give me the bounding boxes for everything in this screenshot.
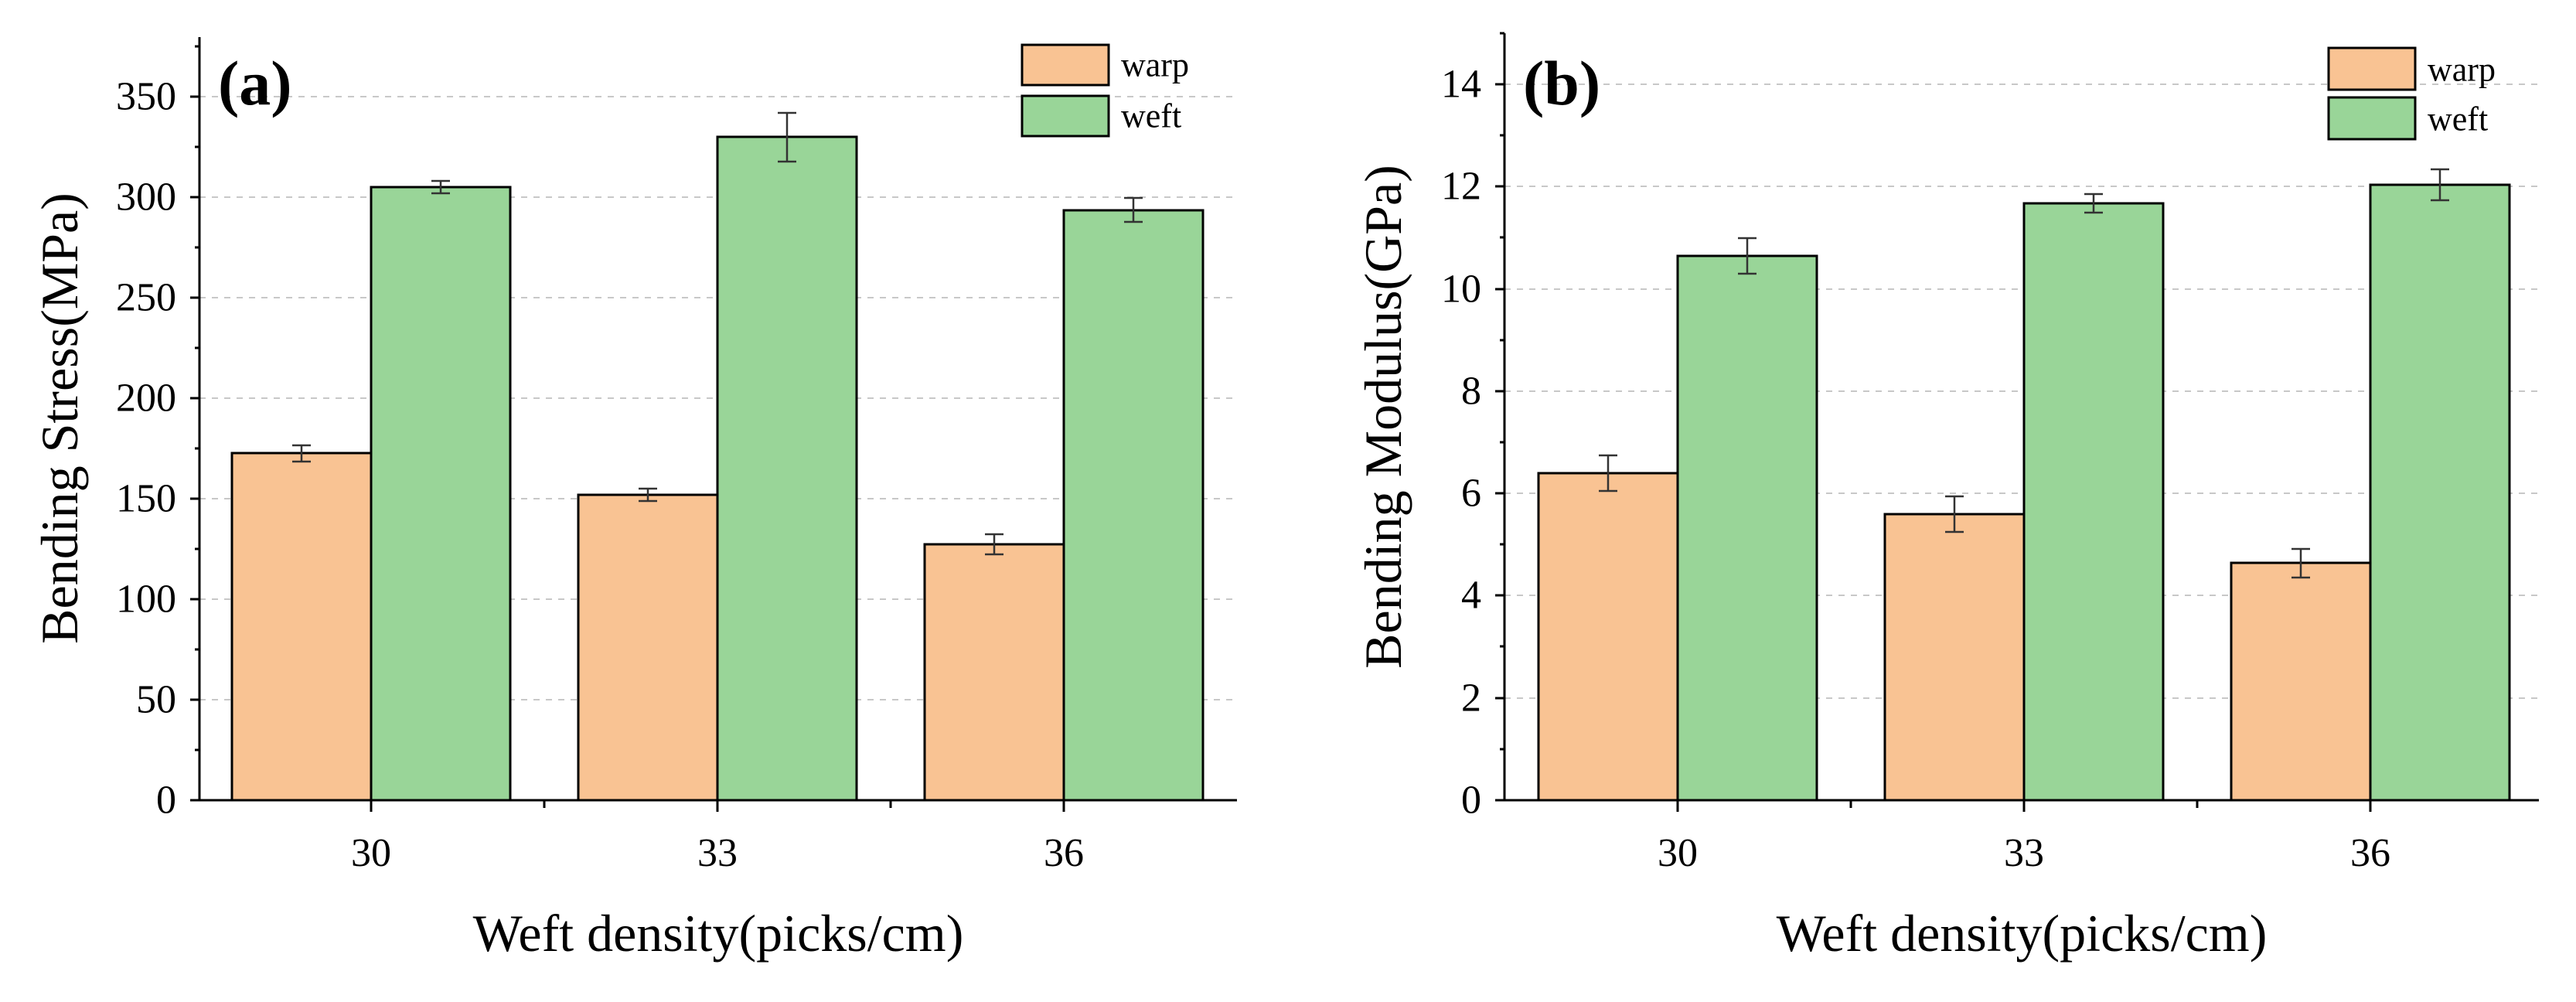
error-bar-warp-36 <box>985 533 1003 556</box>
error-bars-b <box>1599 168 2449 579</box>
legend-a: warp weft <box>1021 43 1189 138</box>
y-ticks-b <box>1495 32 1504 802</box>
x-tick-label: 36 <box>1044 831 1084 875</box>
legend-b: warp weft <box>2327 46 2496 141</box>
bar-warp-30 <box>230 452 373 802</box>
error-bar-warp-30 <box>292 444 311 463</box>
x-tick-label: 30 <box>1658 831 1698 875</box>
y-tick-label: 0 <box>1461 779 1481 823</box>
bar-warp-36 <box>2230 561 2372 802</box>
legend-label-weft: weft <box>1121 97 1181 135</box>
y-tick-labels-b: 0 2 4 6 8 10 12 14 <box>1441 63 1481 823</box>
legend-label-warp: warp <box>1121 46 1189 84</box>
legend-swatch-warp <box>2327 46 2417 91</box>
error-bars-a <box>292 111 1143 556</box>
error-bar-warp-33 <box>639 487 657 503</box>
x-tick-label: 36 <box>2350 831 2390 875</box>
panel-label-a: (a) <box>218 48 292 118</box>
error-bar-weft-30 <box>431 179 450 195</box>
y-tick-label: 50 <box>136 678 176 722</box>
bars-b <box>1537 183 2511 802</box>
bar-warp-33 <box>577 493 719 802</box>
y-tick-label: 4 <box>1461 574 1481 618</box>
y-tick-label: 10 <box>1441 268 1481 312</box>
bar-weft-30 <box>370 186 512 802</box>
error-bar-warp-33 <box>1945 495 1964 533</box>
error-bar-warp-30 <box>1599 454 1617 492</box>
x-axis-label-a: Weft density(picks/cm) <box>473 904 964 963</box>
legend-swatch-weft <box>2327 96 2417 141</box>
legend-swatch-warp <box>1021 43 1110 87</box>
legend-label-warp: warp <box>2428 51 2496 89</box>
bars-a <box>230 135 1205 802</box>
x-tick-label: 33 <box>2004 831 2044 875</box>
y-tick-label: 250 <box>116 276 176 320</box>
error-bar-weft-36 <box>2431 168 2449 202</box>
bar-weft-30 <box>1676 254 1818 802</box>
chart-panel-b: 0 2 4 6 8 10 12 14 30 33 36 Bending Modu… <box>1354 32 2539 963</box>
x-tick-label: 30 <box>351 831 391 875</box>
bar-weft-33 <box>716 135 858 802</box>
y-tick-label: 350 <box>116 75 176 119</box>
y-tick-label: 200 <box>116 377 176 421</box>
x-ticks-b: 30 33 36 <box>1658 800 2390 875</box>
chart-panel-a: 0 50 100 150 200 250 300 350 30 33 36 Be… <box>30 37 1237 963</box>
error-bar-weft-33 <box>2084 193 2103 214</box>
y-axis-label-b: Bending Modulus(GPa) <box>1354 165 1412 669</box>
bar-weft-33 <box>2022 202 2165 802</box>
bar-weft-36 <box>1062 209 1205 802</box>
y-tick-label: 0 <box>156 779 176 823</box>
bar-weft-36 <box>2369 183 2511 802</box>
x-axis-label-b: Weft density(picks/cm) <box>1777 904 2268 963</box>
y-tick-label: 150 <box>116 477 176 521</box>
panel-label-b: (b) <box>1523 48 1600 118</box>
y-tick-label: 14 <box>1441 63 1481 107</box>
error-bar-weft-36 <box>1124 196 1143 223</box>
y-tick-label: 6 <box>1461 472 1481 516</box>
error-bar-weft-33 <box>778 111 796 163</box>
error-bar-weft-30 <box>1738 237 1757 275</box>
bar-warp-30 <box>1537 472 1679 802</box>
bar-warp-36 <box>923 543 1065 802</box>
y-tick-label: 300 <box>116 176 176 220</box>
x-ticks-a: 30 33 36 <box>351 800 1084 875</box>
legend-label-weft: weft <box>2428 101 2488 138</box>
y-ticks-a <box>190 45 199 802</box>
y-axis-label-a: Bending Stress(MPa) <box>30 193 89 644</box>
x-tick-label: 33 <box>697 831 738 875</box>
y-tick-label: 100 <box>116 578 176 622</box>
y-tick-labels-a: 0 50 100 150 200 250 300 350 <box>116 75 176 823</box>
y-tick-label: 8 <box>1461 370 1481 414</box>
error-bar-warp-36 <box>2291 547 2310 579</box>
y-tick-label: 12 <box>1441 165 1481 209</box>
legend-swatch-weft <box>1021 94 1110 138</box>
bar-warp-33 <box>1883 513 2026 802</box>
y-tick-label: 2 <box>1461 677 1481 721</box>
